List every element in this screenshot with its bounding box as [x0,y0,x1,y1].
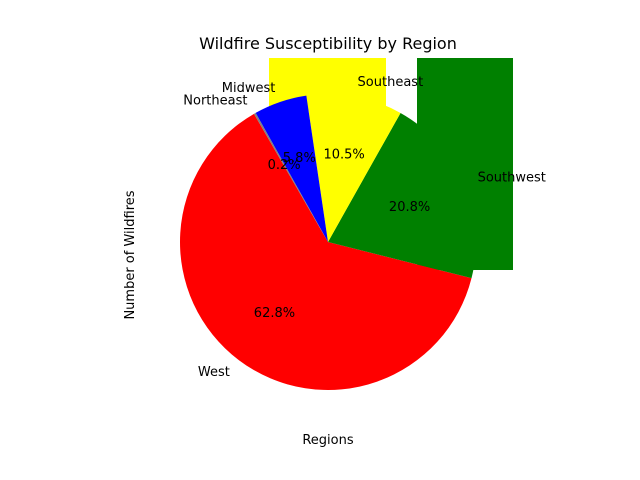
slice-percent-southwest: 20.8% [389,200,430,215]
pie-slice-midwest [255,95,328,242]
slice-label-northeast: Northeast [183,94,247,109]
slice-percent-northeast: 0.2% [268,158,301,173]
chart-title: Wildfire Susceptibility by Region [199,34,457,53]
slice-percent-west: 62.8% [254,306,295,321]
pie-slice-southeast [306,94,401,242]
pie-labels: West 62.8% Southwest 20.8% Southeast 10.5% Mid… [183,75,546,380]
slice-percent-midwest: 5.8% [283,151,316,166]
pie-slice-northeast [254,112,328,242]
y-axis-label: Number of Wildfires [123,190,138,319]
slice-label-southeast: Southeast [358,75,424,90]
slice-label-midwest: Midwest [222,81,276,96]
slice-label-southwest: Southwest [478,171,546,186]
slice-percent-southeast: 10.5% [323,148,364,163]
x-axis-label: Regions [302,433,354,448]
pie-slice-west [180,113,472,390]
slice-label-west: West [198,365,230,380]
pie-slice-southwest [328,112,477,279]
pie-slices [180,94,477,390]
